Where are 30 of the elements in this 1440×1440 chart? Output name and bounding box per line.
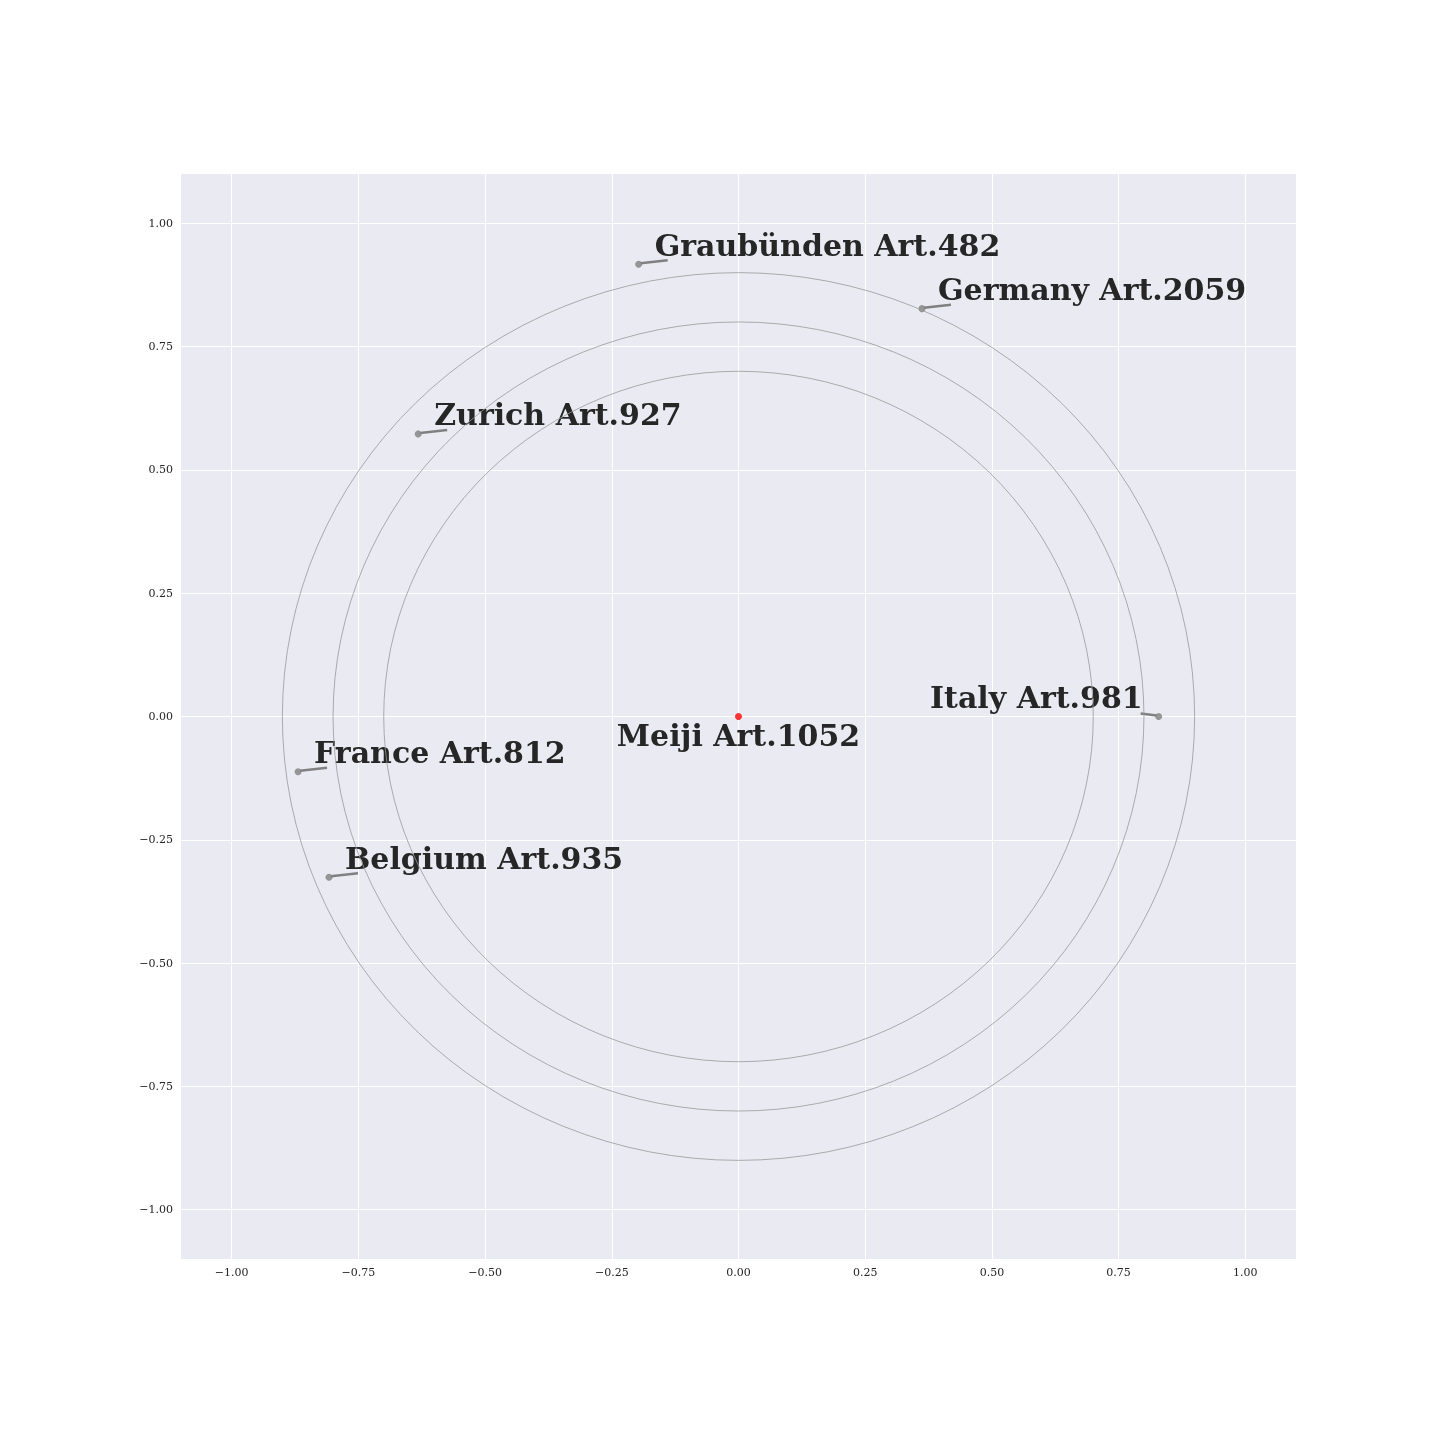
annotation: Graubünden Art.482 (654, 227, 1001, 263)
x-tick-label: −0.50 (468, 1266, 502, 1279)
annotation: Germany Art.2059 (937, 272, 1247, 308)
x-tick-label: −0.25 (594, 1266, 629, 1279)
x-tick-label: 0.75 (1106, 1266, 1131, 1279)
y-tick-label: 0.75 (148, 340, 173, 354)
annotation: Italy Art.981 (930, 680, 1143, 715)
y-tick-label: −1.00 (139, 1203, 173, 1217)
point (325, 873, 333, 881)
y-tick-label: 0.50 (148, 463, 173, 477)
point (635, 260, 643, 268)
point (414, 430, 422, 438)
annotation: Meiji Art.1052 (616, 718, 861, 753)
point (294, 768, 302, 776)
annotation: France Art.812 (314, 735, 566, 771)
y-tick-label: −0.25 (139, 833, 173, 847)
y-tick-label: −0.50 (139, 956, 173, 970)
y-tick-label: −0.75 (139, 1079, 173, 1093)
y-tick-label: 1.00 (148, 216, 173, 230)
y-tick-label: 0.00 (148, 710, 173, 723)
y-tick-label: 0.25 (148, 586, 173, 600)
x-tick-label: 0.00 (726, 1266, 751, 1279)
point (1155, 713, 1163, 720)
x-tick-label: 0.50 (979, 1266, 1005, 1279)
annotation: Belgium Art.935 (344, 840, 624, 876)
annotation: Zurich Art.927 (434, 397, 682, 433)
x-tick-label: 1.00 (1233, 1266, 1258, 1279)
x-tick-label: −0.75 (341, 1266, 376, 1279)
x-tick-label: 0.25 (852, 1266, 878, 1279)
x-tick-label: −1.00 (214, 1266, 249, 1279)
